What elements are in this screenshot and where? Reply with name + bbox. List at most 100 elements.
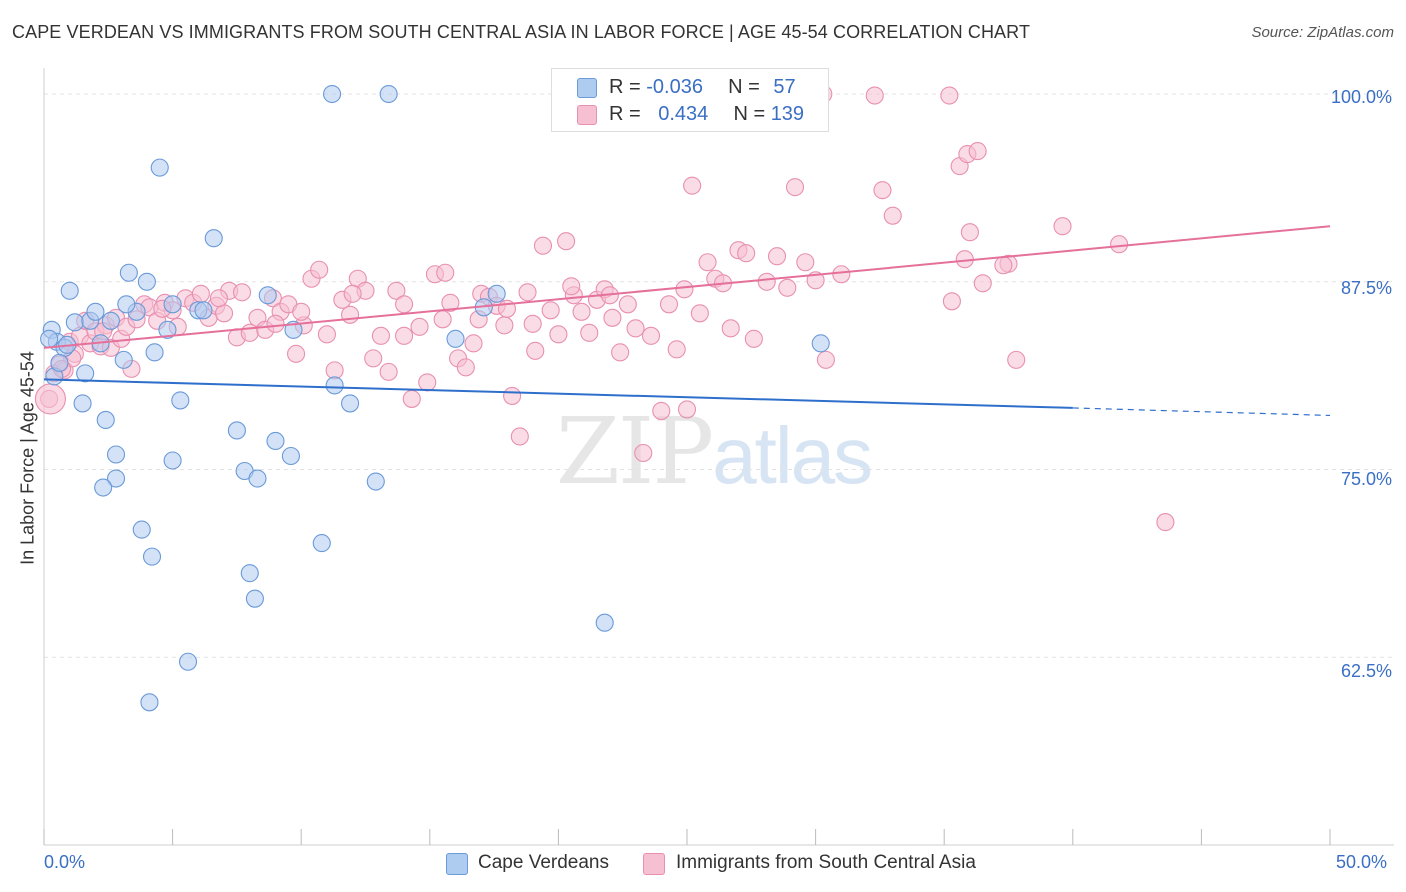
data-point-immigrants	[526, 341, 545, 360]
data-point-cape-verdeans	[323, 84, 342, 104]
data-point-immigrants	[659, 295, 679, 314]
data-point-immigrants	[785, 178, 805, 197]
data-point-immigrants	[942, 292, 961, 311]
data-point-immigrants	[603, 308, 622, 327]
data-point-cape-verdeans	[595, 613, 614, 632]
data-point-cape-verdeans	[171, 391, 190, 410]
data-point-immigrants	[495, 316, 514, 335]
legend-n-label-1: N =	[728, 76, 766, 98]
data-point-cape-verdeans	[101, 311, 120, 330]
data-point-immigrants	[652, 401, 671, 420]
data-point-cape-verdeans	[258, 286, 277, 305]
data-point-immigrants	[310, 260, 329, 279]
data-point-immigrants	[796, 253, 815, 272]
legend-r-value-1: -0.036	[646, 76, 703, 98]
data-point-cape-verdeans	[86, 302, 105, 321]
data-point-cape-verdeans	[137, 272, 156, 291]
data-point-immigrants	[232, 283, 252, 302]
data-point-cape-verdeans	[379, 84, 398, 104]
data-point-immigrants	[456, 358, 475, 377]
data-point-cape-verdeans	[150, 158, 169, 177]
data-point-cape-verdeans	[40, 329, 59, 348]
watermark-atlas: atlas	[712, 411, 873, 500]
data-point-cape-verdeans	[73, 394, 92, 413]
trend-line-cape-verdeans	[43, 378, 1073, 409]
legend-text-2: R = 0.434 N = 139	[609, 103, 804, 126]
data-point-immigrants	[973, 274, 992, 293]
data-point-immigrants	[533, 236, 553, 255]
data-point-immigrants	[1053, 217, 1072, 236]
data-point-immigrants	[317, 325, 336, 344]
data-point-immigrants	[683, 176, 702, 195]
data-point-immigrants	[441, 293, 460, 312]
data-point-immigrants	[464, 334, 483, 353]
data-point-immigrants	[675, 280, 694, 299]
data-point-cape-verdeans	[312, 534, 331, 553]
data-point-cape-verdeans	[341, 394, 360, 413]
data-point-cape-verdeans	[325, 376, 344, 395]
legend-row-cape-verdeans: R = -0.036 N = 57	[552, 73, 828, 101]
data-point-cape-verdeans	[227, 421, 246, 440]
data-point-immigrants	[510, 427, 529, 446]
legend-text-1: R = -0.036 N = 57	[609, 76, 796, 99]
data-point-immigrants	[402, 389, 421, 408]
legend-n-value-2: 139	[770, 103, 805, 125]
data-point-immigrants	[518, 283, 537, 302]
source-label: Source: ZipAtlas.com	[1251, 24, 1394, 41]
trend-line-cape-verdeans-extension	[1072, 407, 1331, 417]
y-tick-label-62-5: 62.5%	[1340, 661, 1392, 681]
trend-line-immigrants	[43, 225, 1331, 349]
data-point-immigrants	[618, 295, 637, 314]
data-point-cape-verdeans	[163, 451, 182, 470]
data-point-immigrants	[883, 206, 902, 225]
data-point-cape-verdeans	[132, 520, 151, 539]
data-point-immigrants	[994, 256, 1013, 275]
data-point-immigrants	[503, 386, 522, 405]
data-point-immigrants	[626, 319, 645, 338]
data-point-immigrants	[371, 326, 390, 345]
data-point-immigrants	[395, 326, 414, 345]
data-point-immigrants	[562, 277, 581, 296]
data-point-cape-verdeans	[248, 469, 267, 488]
data-point-immigrants	[214, 304, 234, 323]
legend-r-label-1: R =	[609, 76, 647, 98]
data-point-immigrants	[418, 373, 437, 392]
data-point-immigrants	[379, 362, 398, 381]
data-point-immigrants	[209, 289, 228, 308]
data-point-cape-verdeans	[142, 547, 162, 566]
bottom-legend-immigrants: Immigrants from South Central Asia	[676, 852, 976, 873]
data-point-cape-verdeans	[194, 301, 213, 320]
y-tick-label-100: 100.0%	[1330, 87, 1392, 107]
data-point-immigrants	[325, 361, 344, 380]
data-point-immigrants	[960, 223, 979, 242]
data-point-immigrants	[266, 314, 285, 333]
data-point-immigrants	[1110, 235, 1129, 254]
data-point-immigrants	[1156, 513, 1175, 532]
x-tick-label-min: 0.0%	[44, 852, 86, 872]
data-point-cape-verdeans	[366, 472, 385, 491]
data-point-cape-verdeans	[114, 350, 133, 369]
data-point-cape-verdeans	[446, 329, 465, 348]
data-point-immigrants	[191, 284, 210, 303]
data-point-immigrants	[677, 400, 697, 419]
data-point-immigrants	[611, 343, 630, 362]
data-point-cape-verdeans	[96, 410, 115, 429]
legend-swatch-blue	[577, 78, 597, 98]
data-point-immigrants	[1007, 350, 1026, 369]
bottom-legend-cape-verdeans: Cape Verdeans	[478, 852, 609, 873]
data-point-immigrants	[433, 310, 452, 329]
correlation-legend: R = -0.036 N = 57 R = 0.434 N = 139	[551, 68, 829, 132]
data-point-cape-verdeans	[245, 589, 264, 608]
data-point-immigrants	[557, 232, 576, 251]
data-point-immigrants	[940, 86, 959, 105]
data-point-immigrants	[865, 86, 884, 105]
data-point-immigrants	[721, 319, 740, 338]
data-point-immigrants	[667, 340, 686, 359]
data-point-immigrants	[968, 142, 987, 161]
y-axis-label: In Labor Force | Age 45-54	[17, 351, 38, 565]
data-point-immigrants	[395, 295, 414, 314]
data-point-immigrants	[698, 253, 717, 272]
data-point-immigrants	[364, 349, 383, 368]
data-point-immigrants	[343, 284, 362, 303]
